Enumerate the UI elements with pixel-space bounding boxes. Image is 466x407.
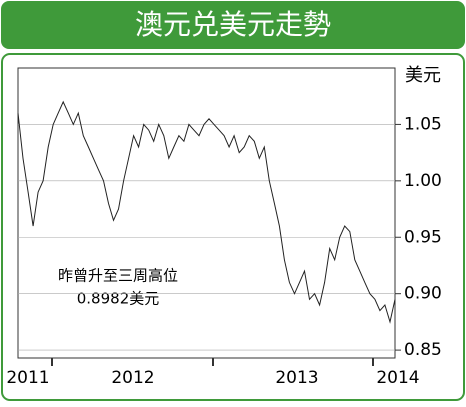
x-tick-label: 2011 (6, 368, 49, 388)
plot-area (17, 67, 396, 359)
frame (1, 53, 465, 401)
x-tick-label: 2012 (111, 368, 154, 388)
y-tick-label: 0.90 (404, 284, 442, 304)
y-tick-label: 0.95 (404, 227, 442, 247)
price-line (17, 100, 396, 324)
y-axis-label: 美元 (405, 65, 441, 86)
x-tick-label: 2014 (376, 368, 419, 388)
y-tick-label: 0.85 (404, 340, 442, 360)
y-tick-label: 1.00 (404, 171, 442, 191)
annotation: 昨曾升至三周高位 (58, 267, 178, 285)
y-tick-label: 1.05 (404, 114, 442, 134)
title-bar (1, 1, 465, 49)
chart-title: 澳元兑美元走勢 (135, 8, 331, 41)
x-tick-label: 2013 (275, 368, 318, 388)
annotation: 0.8982美元 (77, 290, 160, 308)
